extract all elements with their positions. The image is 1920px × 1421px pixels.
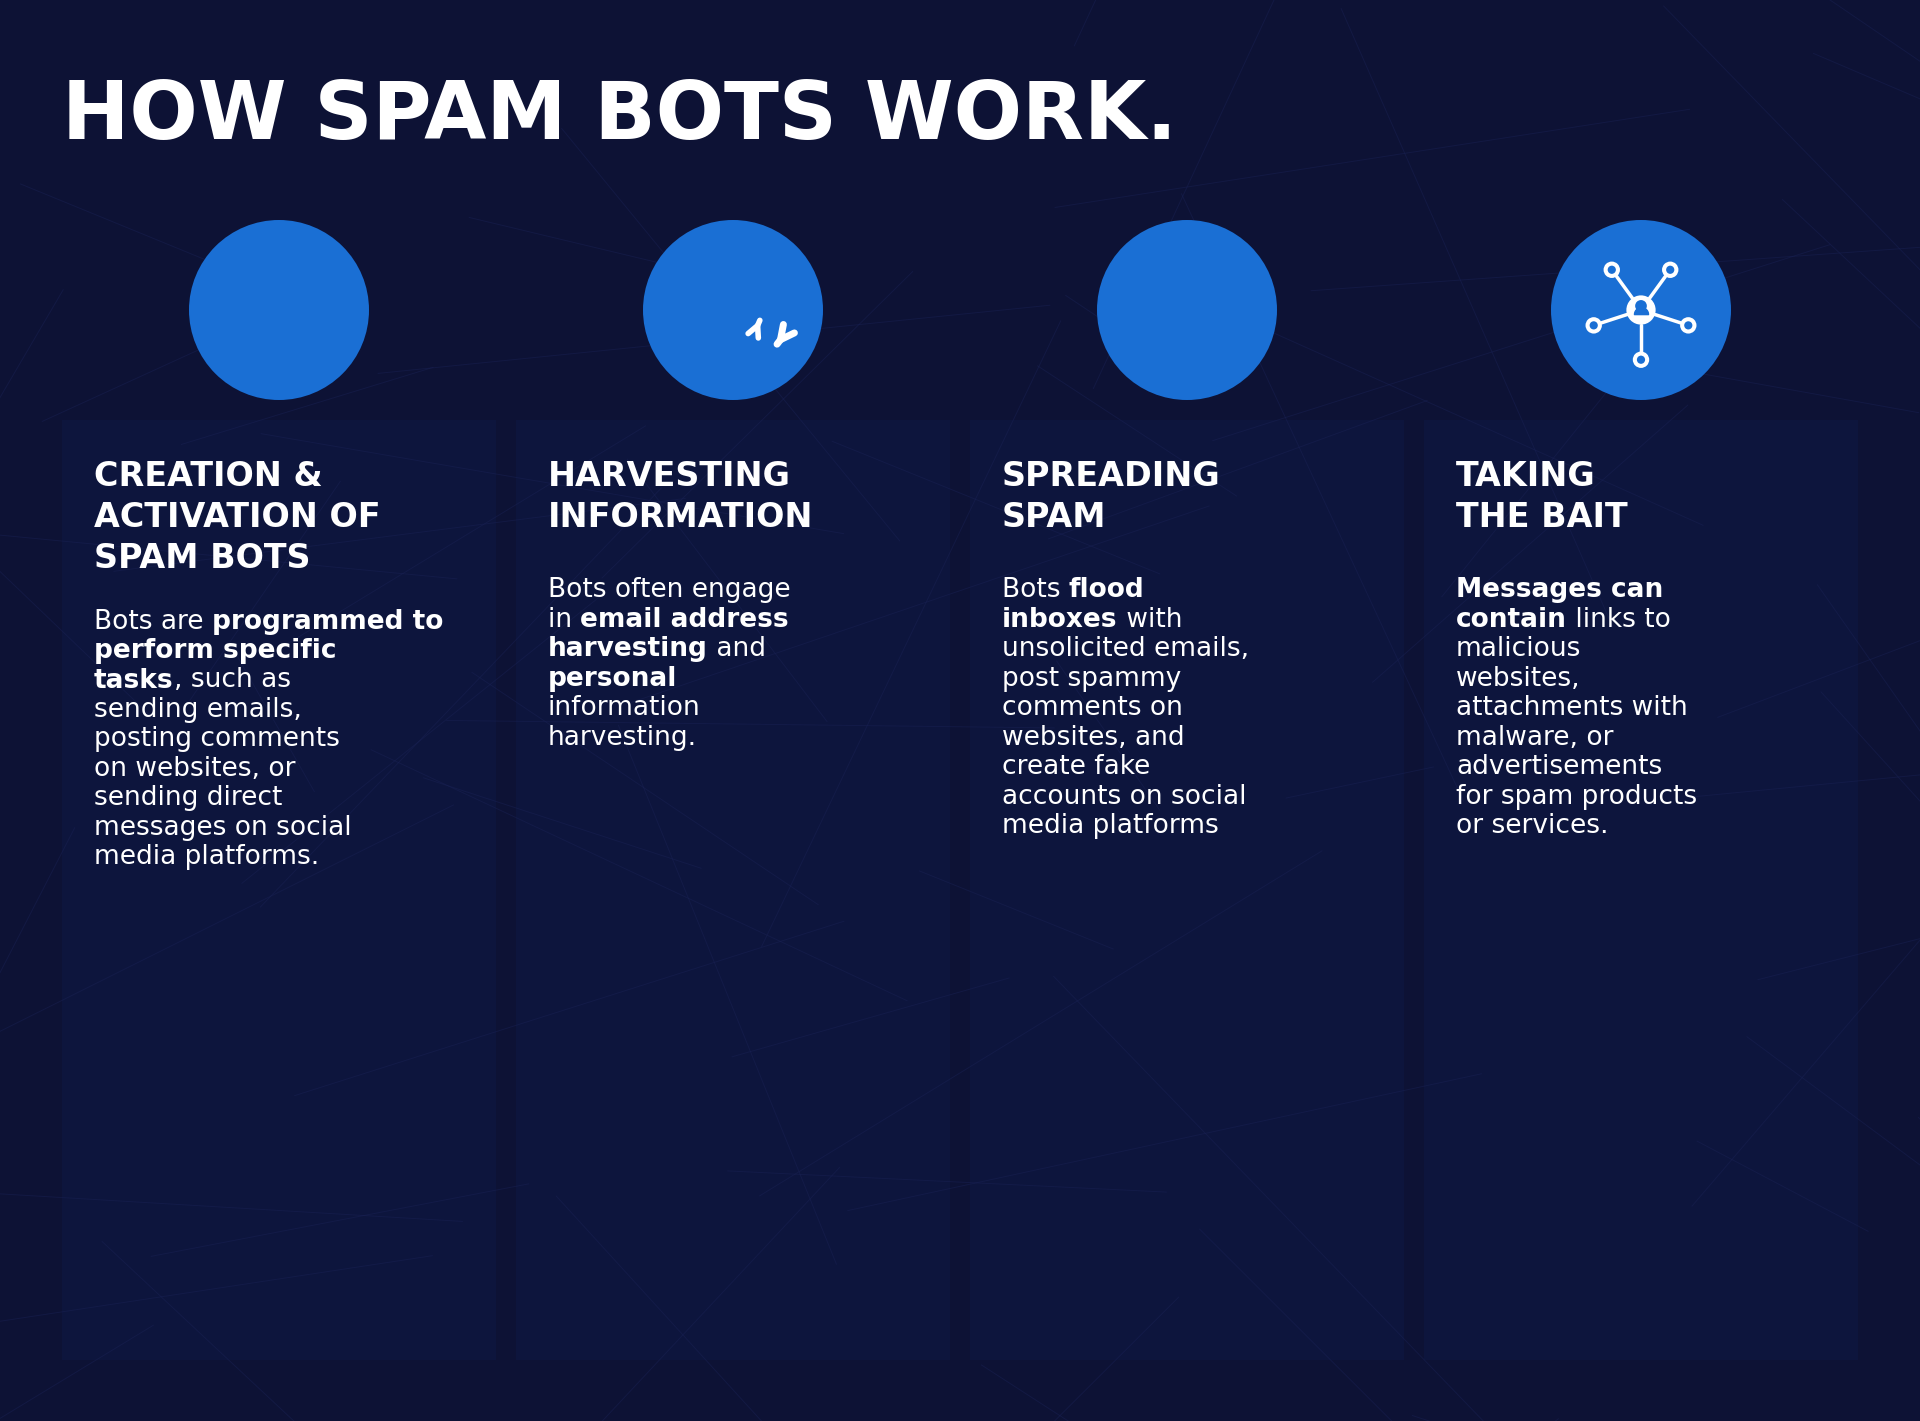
Text: information: information bbox=[547, 695, 701, 722]
Text: SPREADING
SPAM: SPREADING SPAM bbox=[1002, 460, 1221, 534]
Circle shape bbox=[1551, 220, 1732, 399]
Text: messages on social: messages on social bbox=[94, 814, 351, 841]
Circle shape bbox=[643, 220, 824, 399]
Circle shape bbox=[1626, 296, 1655, 324]
FancyBboxPatch shape bbox=[970, 421, 1404, 1360]
Text: Bots: Bots bbox=[1002, 577, 1069, 604]
Text: malware, or: malware, or bbox=[1455, 725, 1613, 750]
Circle shape bbox=[1680, 317, 1697, 334]
Circle shape bbox=[188, 220, 369, 399]
Text: perform specific: perform specific bbox=[94, 638, 336, 664]
Text: on websites, or: on websites, or bbox=[94, 756, 296, 782]
Circle shape bbox=[1632, 351, 1649, 368]
FancyBboxPatch shape bbox=[61, 421, 495, 1360]
Text: with: with bbox=[1117, 607, 1183, 632]
FancyBboxPatch shape bbox=[242, 288, 317, 297]
Text: tasks: tasks bbox=[94, 668, 173, 693]
Text: media platforms.: media platforms. bbox=[94, 844, 319, 870]
Circle shape bbox=[1667, 266, 1674, 274]
FancyBboxPatch shape bbox=[232, 273, 326, 337]
Text: , such as: , such as bbox=[173, 668, 290, 693]
Circle shape bbox=[1590, 321, 1597, 330]
Circle shape bbox=[1684, 321, 1692, 330]
FancyBboxPatch shape bbox=[516, 421, 950, 1360]
Text: Bots are: Bots are bbox=[94, 608, 211, 635]
Text: in: in bbox=[547, 607, 580, 632]
Text: or services.: or services. bbox=[1455, 813, 1609, 838]
Text: flood: flood bbox=[1069, 577, 1144, 604]
Text: inboxes: inboxes bbox=[1002, 607, 1117, 632]
Text: comments on: comments on bbox=[1002, 695, 1183, 722]
Text: contain: contain bbox=[1455, 607, 1567, 632]
Text: and: and bbox=[708, 637, 766, 662]
Circle shape bbox=[1607, 266, 1617, 274]
FancyBboxPatch shape bbox=[242, 307, 317, 315]
Text: harvesting.: harvesting. bbox=[547, 725, 697, 750]
Text: Bots often engage: Bots often engage bbox=[547, 577, 791, 604]
Text: websites,: websites, bbox=[1455, 666, 1580, 692]
Text: sending direct: sending direct bbox=[94, 786, 282, 811]
Text: HOW SPAM BOTS WORK.: HOW SPAM BOTS WORK. bbox=[61, 78, 1177, 156]
Text: HARVESTING
INFORMATION: HARVESTING INFORMATION bbox=[547, 460, 814, 534]
Text: malicious: malicious bbox=[1455, 637, 1582, 662]
Circle shape bbox=[1636, 300, 1647, 311]
FancyBboxPatch shape bbox=[223, 267, 336, 355]
Text: Messages can: Messages can bbox=[1455, 577, 1663, 604]
Circle shape bbox=[1603, 261, 1620, 279]
Text: links to: links to bbox=[1567, 607, 1670, 632]
FancyBboxPatch shape bbox=[1133, 296, 1158, 325]
Text: TAKING
THE BAIT: TAKING THE BAIT bbox=[1455, 460, 1628, 534]
Polygon shape bbox=[1158, 270, 1217, 351]
Text: post spammy: post spammy bbox=[1002, 666, 1181, 692]
Text: programmed to: programmed to bbox=[211, 608, 444, 635]
Circle shape bbox=[1663, 261, 1678, 279]
Text: media platforms: media platforms bbox=[1002, 813, 1219, 838]
Text: websites, and: websites, and bbox=[1002, 725, 1185, 750]
Text: sending emails,: sending emails, bbox=[94, 696, 301, 723]
Text: harvesting: harvesting bbox=[547, 637, 708, 662]
Text: posting comments: posting comments bbox=[94, 726, 340, 752]
Circle shape bbox=[1096, 220, 1277, 399]
Text: email address: email address bbox=[580, 607, 789, 632]
Text: create fake: create fake bbox=[1002, 755, 1150, 780]
FancyBboxPatch shape bbox=[248, 355, 311, 365]
Text: CREATION &
ACTIVATION OF
SPAM BOTS: CREATION & ACTIVATION OF SPAM BOTS bbox=[94, 460, 380, 574]
Text: accounts on social: accounts on social bbox=[1002, 783, 1246, 810]
Text: unsolicited emails,: unsolicited emails, bbox=[1002, 637, 1250, 662]
Text: attachments with: attachments with bbox=[1455, 695, 1688, 722]
Text: for spam products: for spam products bbox=[1455, 783, 1697, 810]
Circle shape bbox=[1638, 355, 1645, 364]
Text: personal: personal bbox=[547, 666, 678, 692]
FancyBboxPatch shape bbox=[1425, 421, 1859, 1360]
Circle shape bbox=[1586, 317, 1601, 334]
Text: advertisements: advertisements bbox=[1455, 755, 1663, 780]
